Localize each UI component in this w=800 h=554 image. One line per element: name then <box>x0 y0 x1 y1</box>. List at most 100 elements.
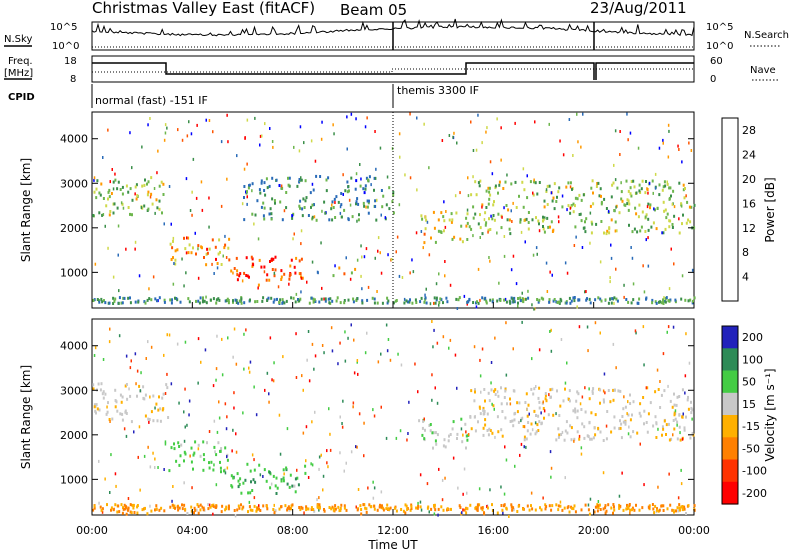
heatmap-cell <box>372 408 374 412</box>
power-ylabel: Slant Range [km] <box>19 158 33 262</box>
heatmap-cell <box>314 410 316 414</box>
heatmap-cell <box>676 506 679 510</box>
heatmap-cell <box>173 442 175 446</box>
heatmap-cell <box>627 138 629 142</box>
heatmap-cell <box>428 510 430 514</box>
heatmap-cell <box>610 195 613 199</box>
heatmap-cell <box>443 438 446 442</box>
heatmap-cell <box>676 437 679 441</box>
heatmap-cell <box>477 181 480 185</box>
heatmap-cell <box>355 117 357 121</box>
heatmap-cell <box>519 218 522 222</box>
heatmap-cell <box>235 362 238 366</box>
heatmap-cell <box>240 503 242 507</box>
heatmap-cell <box>657 388 660 391</box>
heatmap-cell <box>245 256 248 260</box>
heatmap-cell <box>580 219 583 223</box>
heatmap-cell <box>409 508 412 512</box>
heatmap-cell <box>526 429 529 433</box>
heatmap-cell <box>509 301 512 305</box>
heatmap-cell <box>676 420 679 424</box>
heatmap-cell <box>543 205 546 209</box>
heatmap-cell <box>654 186 657 190</box>
heatmap-cell <box>569 206 572 210</box>
heatmap-cell <box>455 211 458 215</box>
heatmap-cell <box>208 119 211 122</box>
heatmap-cell <box>628 202 631 206</box>
heatmap-cell <box>613 163 615 167</box>
heatmap-cell <box>359 184 362 188</box>
heatmap-cell <box>474 388 476 392</box>
heatmap-cell <box>144 506 146 510</box>
heatmap-cell <box>228 237 231 241</box>
heatmap-cell <box>109 210 112 213</box>
heatmap-cell <box>467 176 469 180</box>
heatmap-cell <box>630 246 632 249</box>
heatmap-cell <box>236 269 239 273</box>
heatmap-cell <box>107 401 109 405</box>
heatmap-cell <box>686 200 689 204</box>
heatmap-cell <box>668 299 671 303</box>
heatmap-cell <box>631 508 633 512</box>
heatmap-cell <box>392 190 395 194</box>
heatmap-cell <box>206 247 209 251</box>
heatmap-cell <box>202 296 204 300</box>
heatmap-cell <box>523 438 526 442</box>
heatmap-cell <box>218 298 221 302</box>
heatmap-cell <box>477 420 479 424</box>
heatmap-cell <box>311 203 314 207</box>
heatmap-cell <box>344 359 347 363</box>
heatmap-cell <box>275 492 278 495</box>
heatmap-cell <box>236 508 239 512</box>
heatmap-cell <box>672 433 674 437</box>
heatmap-cell <box>263 270 266 274</box>
heatmap-cell <box>331 349 334 353</box>
heatmap-cell <box>518 194 520 198</box>
heatmap-cell <box>646 430 649 434</box>
heatmap-cell <box>334 216 337 219</box>
heatmap-cell <box>562 399 565 403</box>
heatmap-cell <box>602 471 605 475</box>
heatmap-cell <box>280 275 283 279</box>
heatmap-cell <box>358 213 360 217</box>
heatmap-cell <box>469 503 472 507</box>
heatmap-cell <box>684 298 687 302</box>
heatmap-cell <box>203 299 206 303</box>
heatmap-cell <box>188 120 190 124</box>
heatmap-cell <box>430 236 432 240</box>
heatmap-cell <box>207 507 210 511</box>
heatmap-cell <box>570 426 573 430</box>
heatmap-cell <box>227 507 230 511</box>
heatmap-cell <box>98 191 101 195</box>
heatmap-cell <box>364 125 367 129</box>
heatmap-cell <box>472 234 474 238</box>
heatmap-cell <box>94 262 97 266</box>
heatmap-cell <box>632 430 635 434</box>
heatmap-cell <box>680 482 683 486</box>
heatmap-cell <box>330 207 333 211</box>
heatmap-cell <box>194 508 197 512</box>
heatmap-cell <box>667 155 670 159</box>
heatmap-cell <box>202 506 205 510</box>
heatmap-cell <box>529 432 532 436</box>
heatmap-cell <box>169 298 172 302</box>
heatmap-cell <box>421 217 424 221</box>
heatmap-cell <box>611 183 614 187</box>
colorbar-tick-label: -100 <box>742 465 767 478</box>
heatmap-cell <box>183 284 185 288</box>
heatmap-cell <box>632 298 635 302</box>
heatmap-cell <box>247 491 250 495</box>
heatmap-cell <box>480 390 482 394</box>
heatmap-cell <box>233 327 236 331</box>
heatmap-cell <box>461 240 464 244</box>
heatmap-cell <box>403 297 406 301</box>
heatmap-cell <box>320 297 323 301</box>
heatmap-cell <box>565 420 568 424</box>
heatmap-cell <box>489 259 491 263</box>
heatmap-cell <box>547 413 550 417</box>
heatmap-cell <box>339 507 342 510</box>
heatmap-cell <box>476 503 479 507</box>
heatmap-cell <box>585 290 587 293</box>
heatmap-cell <box>561 194 564 198</box>
